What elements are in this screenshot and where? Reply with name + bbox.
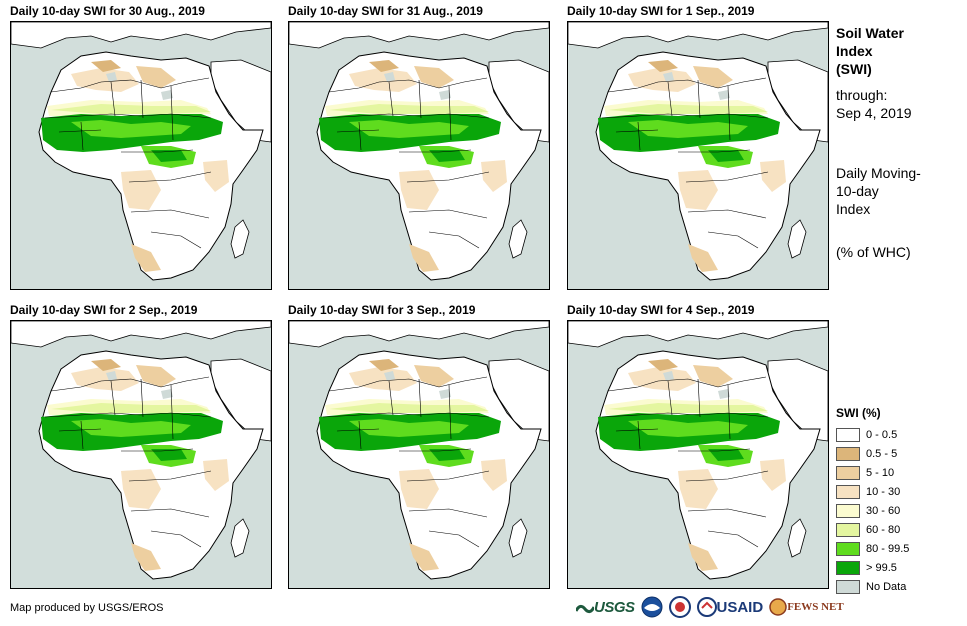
logo-strip: USGS USAID FEWS NET — [576, 594, 850, 620]
map-panel: Daily 10-day SWI for 4 Sep., 2019 — [567, 303, 829, 589]
legend-swatch — [836, 579, 860, 594]
swi-title-line1: Soil Water — [836, 25, 904, 41]
legend-label: 10 - 30 — [866, 485, 901, 498]
legend-label: 30 - 60 — [866, 504, 901, 517]
fews-logo: FEWS NET — [769, 598, 844, 616]
through-label: through: — [836, 87, 888, 103]
legend-label: > 99.5 — [866, 561, 897, 574]
desc-line3: Index — [836, 201, 871, 217]
legend-swatch — [836, 503, 860, 518]
legend-swatch — [836, 427, 860, 442]
through-date: Sep 4, 2019 — [836, 105, 912, 121]
swi-legend: SWI (%) 0 - 0.5 0.5 - 5 5 - 10 10 - 30 30 - … — [836, 406, 956, 596]
legend-label: 0.5 - 5 — [866, 447, 898, 460]
units-label: (% of WHC) — [836, 244, 911, 260]
credit-text: Map produced by USGS/EROS — [10, 602, 164, 614]
africa-map — [567, 21, 829, 290]
map-panel: Daily 10-day SWI for 31 Aug., 2019 — [288, 4, 550, 290]
usaid-logo-text: USAID — [716, 598, 764, 616]
noaa-seal-icon — [641, 596, 663, 618]
legend-swatch — [836, 541, 860, 556]
through-block: through: Sep 4, 2019 — [836, 86, 912, 122]
usgs-logo: USGS — [576, 599, 635, 616]
legend-row: 5 - 10 — [836, 463, 956, 482]
swi-title-line3: (SWI) — [836, 61, 872, 77]
desc-line1: Daily Moving- — [836, 165, 921, 181]
usgs-wave-icon — [576, 604, 594, 614]
africa-map — [288, 320, 550, 589]
legend-label: 0 - 0.5 — [866, 428, 898, 441]
panel-title: Daily 10-day SWI for 31 Aug., 2019 — [288, 4, 483, 18]
africa-map — [10, 21, 272, 290]
legend-label: 80 - 99.5 — [866, 542, 910, 555]
legend-row: No Data — [836, 577, 956, 596]
fews-logo-text: FEWS NET — [787, 601, 844, 613]
panel-title: Daily 10-day SWI for 4 Sep., 2019 — [567, 303, 755, 317]
desc-line2: 10-day — [836, 183, 879, 199]
nasa-seal-logo — [668, 596, 691, 618]
description-block: Daily Moving- 10-day Index — [836, 164, 921, 218]
legend-row: 10 - 30 — [836, 482, 956, 501]
usgs-logo-text: USGS — [594, 598, 635, 616]
map-panel: Daily 10-day SWI for 2 Sep., 2019 — [10, 303, 272, 589]
africa-map — [288, 21, 550, 290]
africa-map — [10, 320, 272, 589]
panel-title: Daily 10-day SWI for 1 Sep., 2019 — [567, 4, 755, 18]
legend-swatch — [836, 446, 860, 461]
legend-row: 60 - 80 — [836, 520, 956, 539]
africa-map — [567, 320, 829, 589]
legend-swatch — [836, 465, 860, 480]
legend-row: 0.5 - 5 — [836, 444, 956, 463]
panel-title: Daily 10-day SWI for 3 Sep., 2019 — [288, 303, 476, 317]
panel-title: Daily 10-day SWI for 30 Aug., 2019 — [10, 4, 205, 18]
map-panel: Daily 10-day SWI for 1 Sep., 2019 — [567, 4, 829, 290]
swi-title-line2: Index — [836, 43, 873, 59]
map-panel: Daily 10-day SWI for 3 Sep., 2019 — [288, 303, 550, 589]
legend-row: > 99.5 — [836, 558, 956, 577]
legend-label: 60 - 80 — [866, 523, 901, 536]
fews-globe-icon — [769, 598, 787, 616]
swi-title: Soil Water Index (SWI) — [836, 24, 904, 78]
legend-swatch — [836, 560, 860, 575]
noaa-logo — [641, 596, 663, 618]
usaid-logo: USAID — [696, 597, 764, 617]
legend-row: 30 - 60 — [836, 501, 956, 520]
legend-label: 5 - 10 — [866, 466, 895, 479]
legend-label: No Data — [866, 580, 907, 593]
legend-swatch — [836, 484, 860, 499]
map-panel: Daily 10-day SWI for 30 Aug., 2019 — [10, 4, 272, 290]
legend-row: 0 - 0.5 — [836, 425, 956, 444]
legend-row: 80 - 99.5 — [836, 539, 956, 558]
round-seal-icon — [668, 596, 691, 618]
legend-swatch — [836, 522, 860, 537]
legend-title: SWI (%) — [836, 406, 881, 420]
panel-title: Daily 10-day SWI for 2 Sep., 2019 — [10, 303, 198, 317]
usaid-seal-icon — [696, 597, 717, 617]
